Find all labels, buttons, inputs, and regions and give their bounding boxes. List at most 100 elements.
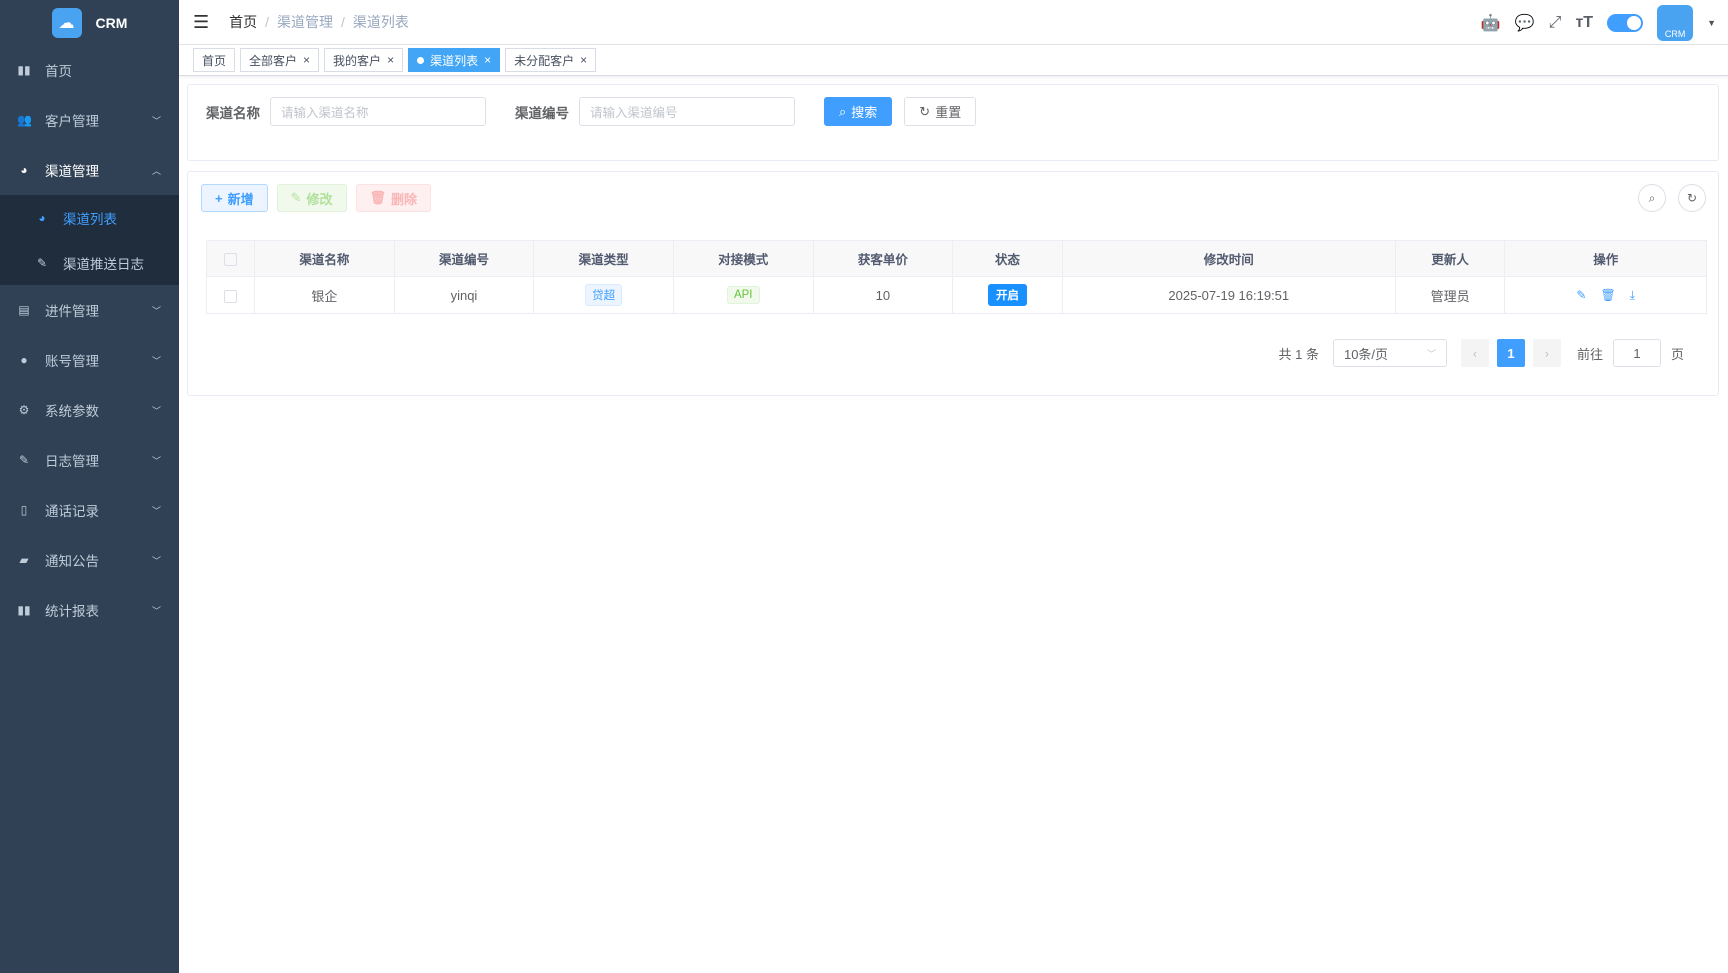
chevron-down-icon: ﹀: [151, 505, 161, 516]
font-size-icon[interactable]: тT: [1575, 13, 1594, 31]
sidebar-item-reports[interactable]: ▮▮ 统计报表 ﹀: [0, 585, 179, 635]
breadcrumb: 首页 / 渠道管理 / 渠道列表: [229, 14, 409, 30]
close-icon[interactable]: ×: [484, 53, 492, 67]
edit-button[interactable]: ✎ 修改: [276, 184, 347, 212]
chevron-down-icon: ﹀: [1426, 348, 1436, 359]
chat-icon[interactable]: 💬: [1514, 14, 1535, 32]
page-size-select[interactable]: 10条/页 ﹀: [1332, 339, 1447, 367]
reset-button[interactable]: ↻ 重置: [904, 97, 977, 126]
sidebar-item-channels[interactable]: ◕ 渠道管理 ︿: [0, 145, 179, 195]
sidebar-item-accounts[interactable]: ● 账号管理 ﹀: [0, 335, 179, 385]
refresh-button[interactable]: ↻: [1678, 184, 1706, 212]
sidebar-item-label: 通知公告: [45, 554, 99, 569]
chevron-up-icon: ︿: [151, 165, 161, 176]
table-panel: + 新增 ✎ 修改 🗑 删除 ⌕ ↻ 渠道名称 渠道编号 渠道类型 对接模式 获客单价…: [187, 171, 1719, 396]
sidebar-item-system-params[interactable]: ⚙ 系统参数 ﹀: [0, 385, 179, 435]
prev-page-button[interactable]: ‹: [1460, 339, 1489, 367]
sidebar-item-applications[interactable]: ▤ 进件管理 ﹀: [0, 285, 179, 335]
sidebar-item-channel-list[interactable]: ◕ 渠道列表: [0, 195, 179, 240]
delete-button[interactable]: 🗑 删除: [355, 184, 432, 212]
close-icon[interactable]: ×: [303, 53, 311, 67]
tags-view: 首页 全部客户 × 我的客户 × 渠道列表 × 未分配客户 ×: [179, 45, 1728, 76]
toggle-search-button[interactable]: ⌕: [1638, 184, 1666, 212]
search-icon: ⌕: [1648, 190, 1656, 205]
app-name: CRM: [95, 14, 128, 31]
menu-toggle-icon[interactable]: ☰: [193, 11, 210, 32]
goto-value: 1: [1633, 345, 1641, 361]
close-icon[interactable]: ×: [580, 53, 588, 67]
chevron-down-icon: ﹀: [151, 115, 161, 126]
trash-icon: 🗑: [369, 190, 387, 205]
edit-icon: ✎: [18, 453, 30, 467]
reset-button-label: 重置: [935, 105, 962, 120]
edit-icon: ✎: [290, 190, 302, 205]
users-icon: 👥: [17, 113, 32, 127]
theme-toggle[interactable]: [1607, 13, 1644, 32]
sidebar-item-logs[interactable]: ✎ 日志管理 ﹀: [0, 435, 179, 485]
channel-code-label: 渠道编号: [515, 105, 569, 121]
sidebar-item-label: 系统参数: [45, 404, 99, 419]
avatar[interactable]: CRM: [1657, 4, 1694, 41]
globe-icon: ◕: [38, 210, 46, 225]
tab-label: 渠道列表: [430, 53, 479, 68]
sidebar-item-call-records[interactable]: ▯ 通话记录 ﹀: [0, 485, 179, 535]
add-button[interactable]: + 新增: [201, 184, 268, 212]
sidebar-item-notices[interactable]: ▰ 通知公告 ﹀: [0, 535, 179, 585]
fullscreen-icon[interactable]: ⤢: [1548, 13, 1562, 31]
page-number: 1: [1507, 345, 1515, 361]
gear-icon: ⚙: [18, 403, 30, 417]
tab-home[interactable]: 首页: [193, 48, 236, 72]
tab-unassigned-customers[interactable]: 未分配客户 ×: [505, 48, 597, 72]
bar-chart-icon: ▮▮: [17, 603, 31, 617]
sidebar-item-channel-push-log[interactable]: ✎ 渠道推送日志: [0, 240, 179, 285]
goto-label: 前往: [1576, 346, 1603, 362]
chevron-down-icon: ﹀: [151, 405, 161, 416]
col-header: 渠道名称: [254, 240, 395, 277]
search-button[interactable]: ⌕ 搜索: [824, 97, 893, 126]
status-badge[interactable]: 开启: [987, 284, 1027, 306]
close-icon[interactable]: ×: [387, 53, 395, 67]
page-size-value: 10条/页: [1343, 346, 1389, 362]
table-row: 银企 yinqi 贷超 API 10 开启 2025-07-19 16:19:5…: [206, 276, 1707, 314]
breadcrumb-channels: 渠道管理: [277, 14, 334, 30]
active-dot-icon: [417, 56, 425, 64]
search-icon: ⌕: [839, 103, 847, 119]
next-page-button[interactable]: ›: [1532, 339, 1561, 367]
breadcrumb-home[interactable]: 首页: [229, 14, 258, 30]
globe-icon: ◕: [20, 163, 28, 177]
sidebar-item-customers[interactable]: 👥 客户管理 ﹀: [0, 95, 179, 145]
cell-time: 2025-07-19 16:19:51: [1061, 276, 1396, 314]
tab-label: 未分配客户: [514, 53, 575, 68]
logo[interactable]: ☁ CRM: [0, 0, 179, 45]
delete-label: 删除: [391, 191, 418, 207]
book-icon: ▤: [18, 303, 30, 317]
sidebar-item-label: 首页: [45, 64, 72, 79]
sidebar-item-home[interactable]: ▮▮ 首页: [0, 45, 179, 95]
tab-my-customers[interactable]: 我的客户 ×: [324, 48, 404, 72]
total-count: 共 1 条: [1278, 346, 1319, 362]
col-header: 渠道类型: [533, 240, 674, 277]
refresh-icon: ↻: [1686, 191, 1698, 205]
pagination: 共 1 条 10条/页 ﹀ ‹ 1 › 前往 1 页: [1278, 339, 1684, 367]
android-icon[interactable]: 🤖: [1480, 14, 1501, 32]
tab-label: 首页: [202, 53, 227, 68]
edit-icon[interactable]: ✎: [1576, 288, 1587, 302]
edit-icon: ✎: [36, 255, 48, 270]
tab-channel-list[interactable]: 渠道列表 ×: [408, 48, 501, 72]
download-icon[interactable]: ⤓: [1629, 288, 1635, 302]
tab-label: 全部客户: [249, 53, 298, 68]
goto-page-input[interactable]: 1: [1612, 339, 1661, 367]
mode-tag: API: [726, 286, 760, 304]
tab-all-customers[interactable]: 全部客户 ×: [240, 48, 320, 72]
channel-code-input[interactable]: 请输入渠道编号: [579, 97, 795, 126]
select-all-checkbox[interactable]: [224, 252, 237, 266]
trash-icon[interactable]: 🗑: [1600, 288, 1616, 302]
placeholder: 请输入渠道名称: [281, 106, 369, 120]
col-header: 获客单价: [812, 240, 954, 277]
channel-name-input[interactable]: 请输入渠道名称: [270, 97, 486, 126]
sidebar-item-label: 通话记录: [45, 504, 99, 519]
caret-down-icon[interactable]: ▼: [1707, 17, 1716, 28]
row-checkbox[interactable]: [224, 289, 237, 303]
page-1-button[interactable]: 1: [1496, 339, 1525, 367]
col-header: 状态: [952, 240, 1063, 277]
